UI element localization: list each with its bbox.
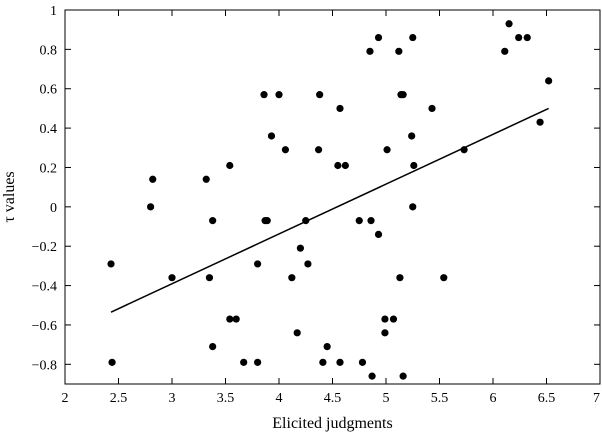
data-point	[383, 146, 391, 154]
y-tick-label: 0.4	[40, 122, 58, 137]
data-point	[260, 91, 268, 99]
x-tick-label: 4	[276, 391, 283, 406]
data-point	[232, 315, 240, 323]
y-tick-label: 1	[50, 4, 57, 19]
data-point	[304, 260, 312, 268]
data-point	[381, 315, 389, 323]
data-point	[368, 372, 376, 380]
x-tick-label: 4.5	[324, 391, 342, 406]
data-point	[209, 217, 217, 225]
data-point	[107, 260, 115, 268]
data-point	[226, 161, 234, 170]
data-point	[536, 118, 544, 126]
data-point	[336, 104, 344, 113]
data-point	[367, 217, 375, 225]
y-axis-label: τ values	[1, 171, 18, 222]
axes	[64, 9, 601, 385]
x-tick-label: 5	[383, 391, 390, 406]
data-point	[254, 260, 262, 268]
data-point	[366, 47, 374, 55]
x-tick-label: 6	[490, 391, 497, 406]
fit-line	[110, 107, 549, 313]
data-point	[408, 132, 416, 140]
data-point	[254, 358, 262, 366]
data-point	[226, 315, 234, 323]
data-point	[523, 33, 531, 42]
data-point	[323, 343, 331, 351]
data-point	[358, 358, 367, 366]
data-point	[440, 274, 448, 282]
data-point	[355, 217, 363, 225]
data-point	[314, 146, 323, 154]
x-tick-label: 3.5	[217, 391, 235, 406]
data-point	[263, 217, 271, 225]
data-point	[336, 358, 344, 366]
data-point	[428, 104, 436, 113]
plot-frame	[64, 9, 601, 385]
data-point	[275, 91, 283, 99]
data-point	[288, 274, 296, 282]
data-point	[374, 33, 383, 42]
data-point	[267, 132, 276, 140]
x-tick-label: 5.5	[431, 391, 449, 406]
data-point	[168, 274, 176, 282]
data-point	[505, 20, 513, 28]
data-point	[381, 329, 389, 337]
x-tick-label: 3	[169, 391, 176, 406]
data-point	[316, 91, 324, 99]
data-point	[399, 91, 407, 99]
fit-line-group	[110, 107, 549, 313]
data-point	[389, 315, 398, 323]
x-axis-label: Elicited judgments	[272, 415, 392, 432]
y-tick-label: −0.6	[32, 319, 57, 334]
data-point	[341, 161, 349, 170]
data-point	[108, 358, 116, 366]
data-point	[296, 244, 304, 252]
data-points	[107, 20, 553, 380]
x-tick-label: 2	[62, 391, 69, 406]
ticks: 2 2.5 3 3.5 4 4.5 5 5.5 6 6.5 7 −0.8 −0.6 −0.4 −0.2 0 0.…	[32, 4, 601, 406]
data-point	[149, 175, 157, 183]
data-point	[147, 203, 155, 211]
data-point	[281, 146, 290, 154]
y-tick-label: 0.2	[40, 161, 58, 176]
data-point	[240, 358, 248, 366]
data-point	[209, 343, 217, 351]
data-point	[395, 47, 403, 55]
data-point	[319, 358, 327, 366]
data-point	[374, 230, 383, 238]
x-tick-label: 2.5	[110, 391, 128, 406]
y-tick-label: 0	[50, 201, 57, 216]
y-tick-label: 0.6	[40, 83, 58, 98]
data-point	[293, 329, 301, 337]
y-tick-label: −0.4	[32, 280, 57, 295]
data-point	[410, 161, 418, 170]
data-point	[399, 372, 407, 380]
y-tick-label: −0.8	[32, 358, 57, 373]
data-point	[515, 33, 523, 42]
y-tick-label: −0.2	[32, 240, 57, 255]
data-point	[409, 33, 417, 42]
data-point	[545, 77, 553, 85]
x-tick-label: 6.5	[538, 391, 556, 406]
data-point	[202, 175, 210, 183]
x-tick-label: 7	[593, 391, 600, 406]
data-point	[501, 47, 509, 55]
y-tick-label: 0.8	[40, 43, 58, 58]
data-point	[334, 161, 342, 170]
data-point	[409, 203, 417, 211]
data-point	[396, 274, 404, 282]
data-point	[205, 274, 214, 282]
